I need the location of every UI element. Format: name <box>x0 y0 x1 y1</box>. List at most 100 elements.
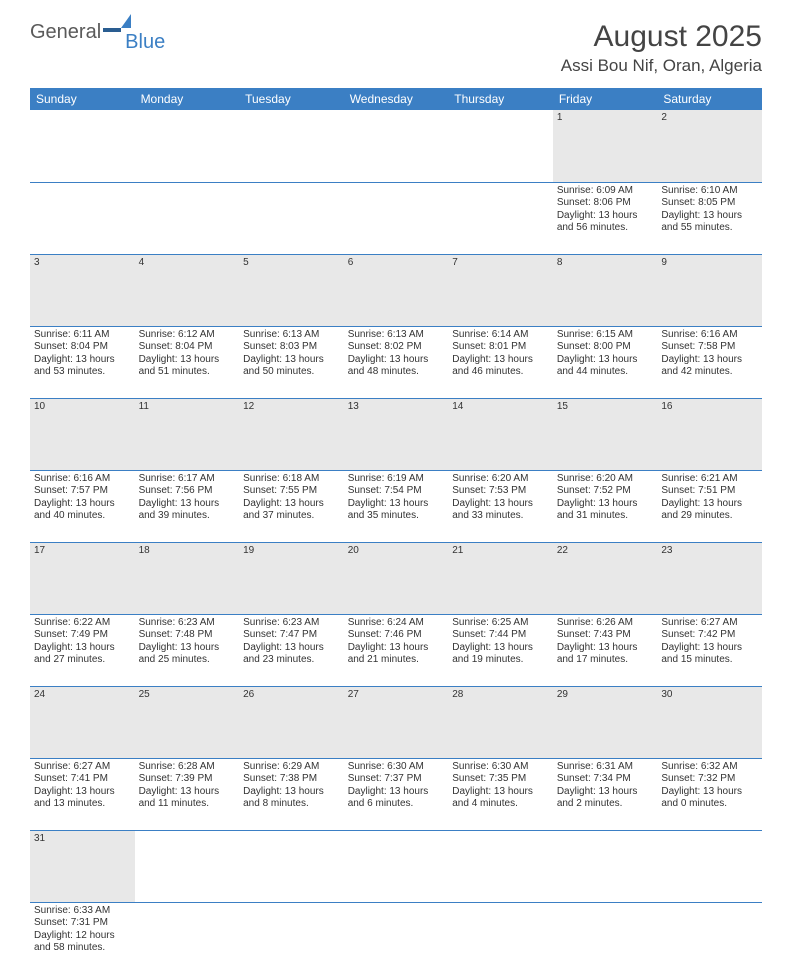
day-number-cell: 14 <box>448 398 553 470</box>
daylight-text: Daylight: 13 hours and 13 minutes. <box>34 786 131 811</box>
sunrise-text: Sunrise: 6:30 AM <box>452 761 549 774</box>
daylight-text: Daylight: 13 hours and 2 minutes. <box>557 786 654 811</box>
calendar-day-cell <box>135 182 240 254</box>
daylight-text: Daylight: 13 hours and 15 minutes. <box>661 642 758 667</box>
sunset-text: Sunset: 7:43 PM <box>557 629 654 642</box>
day-number-cell: 18 <box>135 542 240 614</box>
calendar-day-cell: Sunrise: 6:28 AMSunset: 7:39 PMDaylight:… <box>135 758 240 830</box>
sunrise-text: Sunrise: 6:12 AM <box>139 329 236 342</box>
daylight-text: Daylight: 13 hours and 51 minutes. <box>139 354 236 379</box>
calendar-day-cell: Sunrise: 6:13 AMSunset: 8:02 PMDaylight:… <box>344 326 449 398</box>
day-number-cell: 4 <box>135 254 240 326</box>
sunrise-text: Sunrise: 6:16 AM <box>34 473 131 486</box>
sunrise-text: Sunrise: 6:20 AM <box>557 473 654 486</box>
day-of-week-header: Wednesday <box>344 88 449 110</box>
day-number-cell <box>448 830 553 902</box>
day-number-cell: 16 <box>657 398 762 470</box>
sunset-text: Sunset: 7:38 PM <box>243 773 340 786</box>
sunrise-text: Sunrise: 6:09 AM <box>557 185 654 198</box>
sunrise-text: Sunrise: 6:11 AM <box>34 329 131 342</box>
sunrise-text: Sunrise: 6:24 AM <box>348 617 445 630</box>
daylight-text: Daylight: 13 hours and 6 minutes. <box>348 786 445 811</box>
calendar-day-cell <box>239 902 344 974</box>
sunset-text: Sunset: 8:06 PM <box>557 197 654 210</box>
day-number-cell: 15 <box>553 398 658 470</box>
day-number-cell <box>239 830 344 902</box>
day-number-cell: 9 <box>657 254 762 326</box>
sunset-text: Sunset: 7:42 PM <box>661 629 758 642</box>
sunrise-text: Sunrise: 6:17 AM <box>139 473 236 486</box>
title-block: August 2025 Assi Bou Nif, Oran, Algeria <box>561 20 762 76</box>
sunrise-text: Sunrise: 6:18 AM <box>243 473 340 486</box>
day-number-cell <box>657 830 762 902</box>
sunrise-text: Sunrise: 6:33 AM <box>34 905 131 918</box>
sunrise-text: Sunrise: 6:19 AM <box>348 473 445 486</box>
day-number-cell: 2 <box>657 110 762 182</box>
daylight-text: Daylight: 13 hours and 23 minutes. <box>243 642 340 667</box>
sunset-text: Sunset: 7:53 PM <box>452 485 549 498</box>
calendar-day-cell: Sunrise: 6:26 AMSunset: 7:43 PMDaylight:… <box>553 614 658 686</box>
day-number-cell: 23 <box>657 542 762 614</box>
day-of-week-header: Saturday <box>657 88 762 110</box>
sunset-text: Sunset: 7:57 PM <box>34 485 131 498</box>
calendar-week-row: Sunrise: 6:16 AMSunset: 7:57 PM Daylight:… <box>30 470 762 542</box>
sunset-text: Sunset: 7:47 PM <box>243 629 340 642</box>
day-number-row: 10111213141516 <box>30 398 762 470</box>
day-number-cell <box>344 830 449 902</box>
day-number-cell: 10 <box>30 398 135 470</box>
calendar-day-cell: Sunrise: 6:30 AMSunset: 7:37 PMDaylight:… <box>344 758 449 830</box>
sunset-text: Sunset: 8:02 PM <box>348 341 445 354</box>
day-number-cell: 11 <box>135 398 240 470</box>
calendar-day-cell: Sunrise: 6:24 AMSunset: 7:46 PMDaylight:… <box>344 614 449 686</box>
page-title: August 2025 <box>561 20 762 54</box>
calendar-day-cell: Sunrise: 6:31 AMSunset: 7:34 PMDaylight:… <box>553 758 658 830</box>
header: General Blue August 2025 Assi Bou Nif, O… <box>30 20 762 76</box>
sunrise-text: Sunrise: 6:21 AM <box>661 473 758 486</box>
daylight-text: Daylight: 13 hours and 17 minutes. <box>557 642 654 667</box>
sunset-text: Sunset: 8:05 PM <box>661 197 758 210</box>
calendar-day-cell: Sunrise: 6:19 AMSunset: 7:54 PMDaylight:… <box>344 470 449 542</box>
calendar-day-cell: Sunrise: 6:33 AMSunset: 7:31 PMDaylight:… <box>30 902 135 974</box>
location-text: Assi Bou Nif, Oran, Algeria <box>561 56 762 76</box>
calendar-day-cell: Sunrise: 6:27 AMSunset: 7:42 PMDaylight:… <box>657 614 762 686</box>
calendar-week-row: Sunrise: 6:11 AMSunset: 8:04 PMDaylight:… <box>30 326 762 398</box>
calendar-day-cell: Sunrise: 6:16 AMSunset: 7:57 PMDaylight:… <box>30 470 135 542</box>
daylight-text: Daylight: 13 hours and 42 minutes. <box>661 354 758 379</box>
day-number-cell <box>448 110 553 182</box>
sunrise-text: Sunrise: 6:30 AM <box>348 761 445 774</box>
logo-text-blue: Blue <box>125 31 165 54</box>
day-number-cell: 27 <box>344 686 449 758</box>
sunset-text: Sunset: 7:31 PM <box>34 917 131 930</box>
sunrise-text: Sunrise: 6:13 AM <box>243 329 340 342</box>
day-of-week-header: Friday <box>553 88 658 110</box>
daylight-text: Daylight: 13 hours and 27 minutes. <box>34 642 131 667</box>
daylight-text: Daylight: 13 hours and 19 minutes. <box>452 642 549 667</box>
sunset-text: Sunset: 7:35 PM <box>452 773 549 786</box>
day-number-cell: 24 <box>30 686 135 758</box>
calendar-day-cell: Sunrise: 6:10 AMSunset: 8:05 PMDaylight:… <box>657 182 762 254</box>
calendar-day-cell: Sunrise: 6:09 AMSunset: 8:06 PMDaylight:… <box>553 182 658 254</box>
sunrise-text: Sunrise: 6:22 AM <box>34 617 131 630</box>
day-of-week-header: Monday <box>135 88 240 110</box>
calendar-day-cell: Sunrise: 6:15 AMSunset: 8:00 PMDaylight:… <box>553 326 658 398</box>
calendar-day-cell: Sunrise: 6:23 AMSunset: 7:47 PMDaylight:… <box>239 614 344 686</box>
day-number-cell: 22 <box>553 542 658 614</box>
sunrise-text: Sunrise: 6:15 AM <box>557 329 654 342</box>
day-number-cell <box>135 110 240 182</box>
sunrise-text: Sunrise: 6:31 AM <box>557 761 654 774</box>
calendar-day-cell: Sunrise: 6:14 AMSunset: 8:01 PMDaylight:… <box>448 326 553 398</box>
daylight-text: Daylight: 13 hours and 39 minutes. <box>139 498 236 523</box>
calendar-day-cell: Sunrise: 6:18 AMSunset: 7:55 PMDaylight:… <box>239 470 344 542</box>
day-number-row: 31 <box>30 830 762 902</box>
day-number-cell: 13 <box>344 398 449 470</box>
sunset-text: Sunset: 7:48 PM <box>139 629 236 642</box>
daylight-text: Daylight: 13 hours and 11 minutes. <box>139 786 236 811</box>
calendar-day-cell: Sunrise: 6:29 AMSunset: 7:38 PMDaylight:… <box>239 758 344 830</box>
day-number-row: 17181920212223 <box>30 542 762 614</box>
sunrise-text: Sunrise: 6:20 AM <box>452 473 549 486</box>
day-number-cell: 12 <box>239 398 344 470</box>
sunset-text: Sunset: 8:01 PM <box>452 341 549 354</box>
calendar-day-cell: Sunrise: 6:16 AMSunset: 7:58 PMDaylight:… <box>657 326 762 398</box>
sunset-text: Sunset: 7:37 PM <box>348 773 445 786</box>
sunset-text: Sunset: 7:55 PM <box>243 485 340 498</box>
